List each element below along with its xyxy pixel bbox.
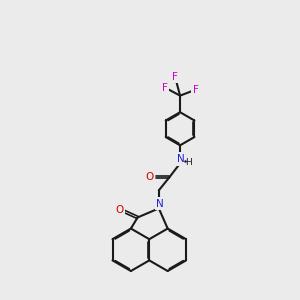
Text: N: N [177,154,185,164]
Text: F: F [193,85,199,95]
Text: N: N [156,199,164,209]
Text: F: F [162,83,168,93]
Text: O: O [115,206,123,215]
Text: O: O [146,172,154,182]
Text: F: F [172,71,178,82]
Text: H: H [186,158,192,167]
